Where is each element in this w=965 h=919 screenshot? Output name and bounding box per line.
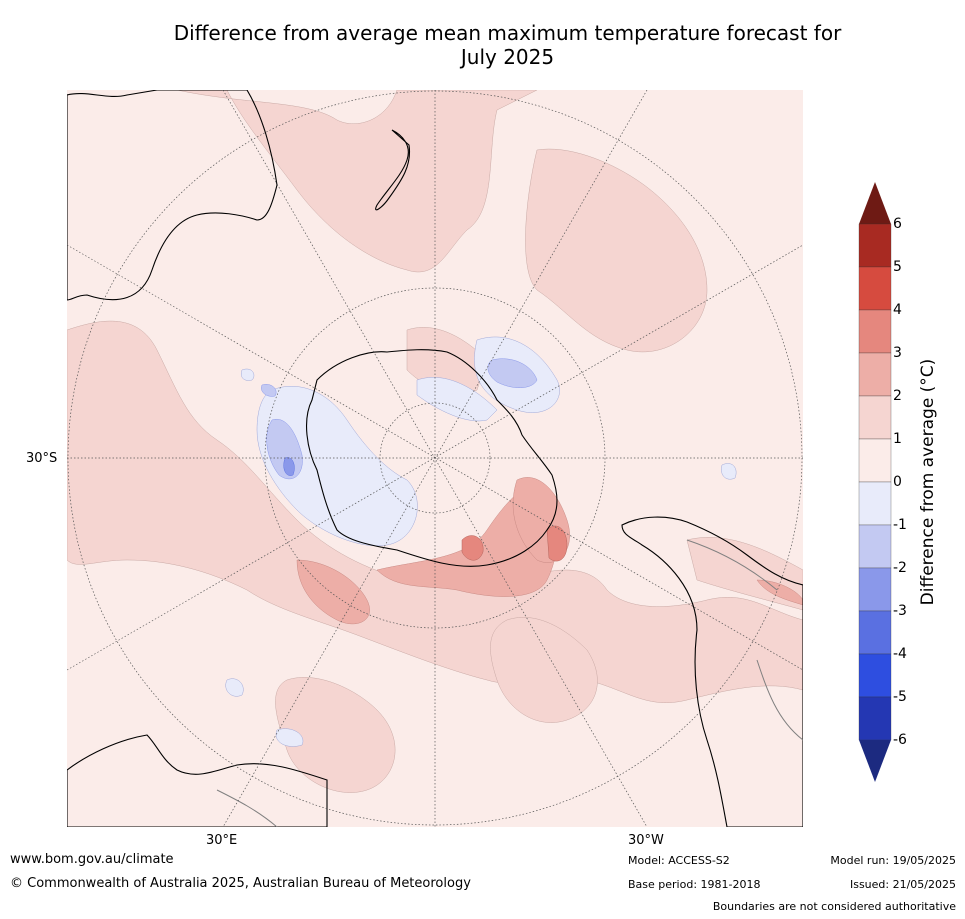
colorbar-tick-label: -6 bbox=[893, 732, 907, 748]
title-line-1: Difference from average mean maximum tem… bbox=[173, 21, 842, 45]
footer-model-run: Model run: 19/05/2025 bbox=[830, 854, 956, 867]
lon-label-30e: 30°E bbox=[206, 833, 238, 848]
lat-label-30s: 30°S bbox=[26, 451, 58, 466]
forecast-map bbox=[67, 90, 803, 827]
colorbar-tick-label: -4 bbox=[893, 646, 907, 662]
colorbar-bin bbox=[858, 438, 892, 483]
anomaly-3-to-4-areas bbox=[461, 525, 568, 562]
footer-disclaimer: Boundaries are not considered authoritat… bbox=[712, 900, 956, 913]
australia-coast bbox=[67, 90, 278, 301]
colorbar-tick-label: -5 bbox=[893, 689, 907, 705]
colorbar-tick-label: -1 bbox=[893, 517, 907, 533]
colorbar-tick-label: 1 bbox=[893, 431, 902, 447]
colorbar-bin bbox=[858, 567, 892, 612]
footer-model: Model: ACCESS-S2 bbox=[628, 854, 730, 867]
colorbar-bins bbox=[858, 223, 892, 741]
lat-circle-60 bbox=[264, 287, 606, 629]
colorbar-tick-label: -2 bbox=[893, 560, 907, 576]
colorbar-tick-label: 4 bbox=[893, 302, 902, 318]
coastlines bbox=[67, 90, 803, 827]
footer-base-period: Base period: 1981-2018 bbox=[628, 878, 761, 891]
colorbar bbox=[858, 182, 892, 782]
antarctica-coast bbox=[306, 349, 558, 567]
colorbar-tick-label: 2 bbox=[893, 388, 902, 404]
colorbar-bin bbox=[858, 481, 892, 526]
colorbar-tick-label: 6 bbox=[893, 216, 902, 232]
footer-website: www.bom.gov.au/climate bbox=[10, 852, 174, 867]
colorbar-bin bbox=[858, 524, 892, 569]
colorbar-tick-label: 0 bbox=[893, 474, 902, 490]
footer-issued: Issued: 21/05/2025 bbox=[849, 878, 956, 891]
south-america-coast bbox=[621, 516, 803, 827]
map-title: Difference from average mean maximum tem… bbox=[60, 21, 955, 69]
meridian-60w bbox=[67, 244, 803, 671]
anomaly-minus-3-to-minus-2-areas bbox=[283, 457, 295, 476]
colorbar-bin bbox=[858, 223, 892, 268]
africa-coast bbox=[67, 734, 328, 827]
colorbar-bin bbox=[858, 610, 892, 655]
country-borders bbox=[216, 539, 803, 827]
graticule bbox=[67, 90, 803, 827]
footer-copyright: © Commonwealth of Australia 2025, Austra… bbox=[10, 876, 471, 891]
lon-label-30w: 30°W bbox=[628, 833, 664, 848]
colorbar-tick-label: 5 bbox=[893, 259, 902, 275]
colorbar-bin bbox=[858, 696, 892, 741]
map-svg bbox=[67, 90, 803, 827]
colorbar-bin bbox=[858, 395, 892, 440]
colorbar-bin bbox=[858, 653, 892, 698]
anomaly-1-to-2-areas bbox=[67, 90, 803, 793]
colorbar-bin bbox=[858, 309, 892, 354]
colorbar-bin bbox=[858, 352, 892, 397]
colorbar-tick-label: 3 bbox=[893, 345, 902, 361]
colorbar-tick-label: -3 bbox=[893, 603, 907, 619]
new-zealand-coast bbox=[375, 129, 411, 211]
colorbar-bin bbox=[858, 266, 892, 311]
colorbar-extend-high bbox=[859, 182, 891, 224]
title-line-2: July 2025 bbox=[460, 45, 555, 69]
colorbar-extend-low bbox=[859, 740, 891, 782]
